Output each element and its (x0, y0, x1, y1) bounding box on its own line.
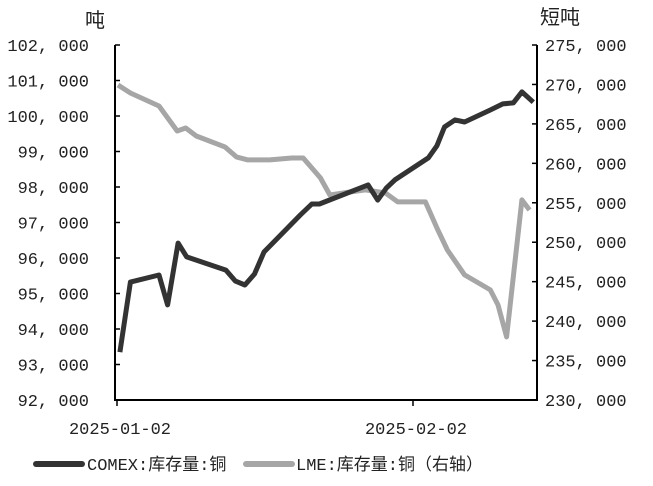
series-line-comex (117, 89, 535, 353)
left-tick-label: 99, 000 (18, 145, 89, 164)
right-tick-label: 265, 000 (545, 117, 627, 136)
right-tick-label: 275, 000 (545, 38, 627, 57)
legend-label-comex: COMEX:库存量:铜 (87, 455, 226, 476)
left-tick-label: 100, 000 (7, 109, 89, 128)
right-tick-label: 250, 000 (545, 235, 627, 254)
x-tick-label: 2025-01-02 (69, 421, 171, 440)
left-tick-label: 94, 000 (18, 322, 89, 341)
left-tick-label: 101, 000 (7, 74, 89, 93)
legend-label-lme: LME:库存量:铜（右轴） (296, 455, 483, 476)
right-tick-label: 270, 000 (545, 77, 627, 96)
left-tick-label: 97, 000 (18, 216, 89, 235)
right-tick-label: 260, 000 (545, 156, 627, 175)
left-tick-label: 93, 000 (18, 358, 89, 377)
series-line-lme (116, 82, 532, 340)
right-tick-label: 245, 000 (545, 275, 627, 294)
left-axis-unit: 吨 (85, 9, 105, 34)
left-tick-label: 102, 000 (7, 38, 89, 57)
left-tick-label: 98, 000 (18, 180, 89, 199)
left-tick-label: 92, 000 (18, 393, 89, 412)
legend: COMEX:库存量:铜 LME:库存量:铜（右轴） (33, 455, 483, 476)
right-tick-label: 235, 000 (545, 354, 627, 373)
x-tick-label: 2025-02-02 (365, 421, 467, 440)
right-tick-label: 230, 000 (545, 393, 627, 412)
left-tick-label: 95, 000 (18, 287, 89, 306)
right-tick-label: 240, 000 (545, 314, 627, 333)
right-axis-unit: 短吨 (540, 6, 580, 31)
right-tick-label: 255, 000 (545, 196, 627, 215)
left-tick-label: 96, 000 (18, 251, 89, 270)
